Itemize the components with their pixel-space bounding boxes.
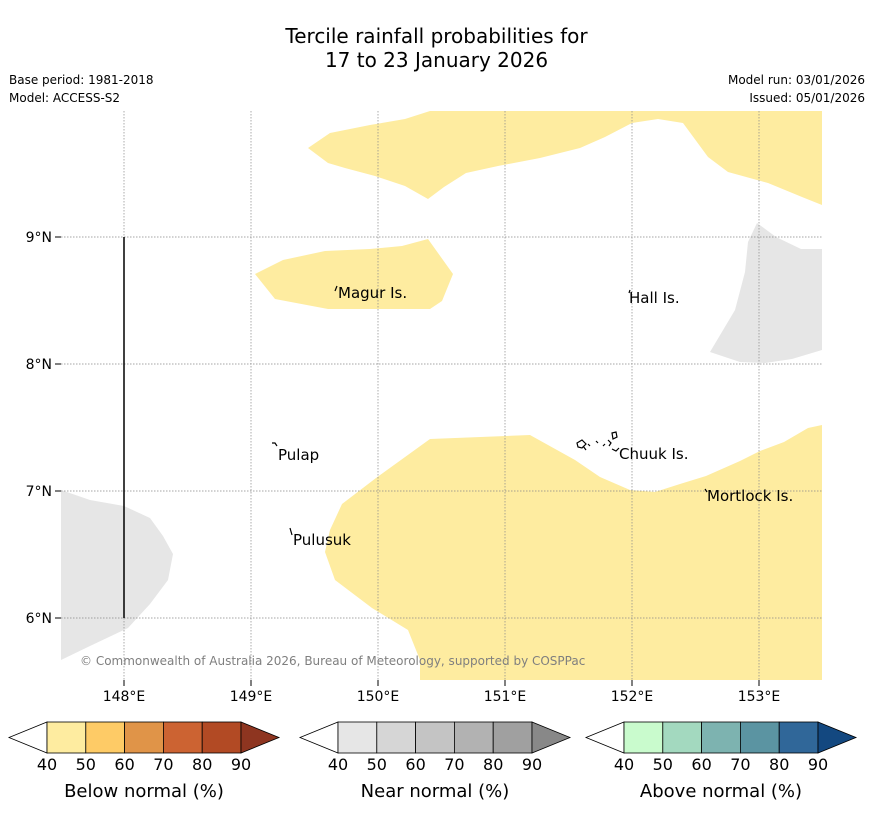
below-normal-region-north bbox=[308, 111, 822, 205]
colorbar-below-extend-low bbox=[7, 721, 48, 754]
place-mortlock: Mortlock Is. bbox=[707, 487, 793, 505]
place-pulusuk: Pulusuk bbox=[293, 531, 351, 549]
hall-island-shape bbox=[628, 289, 631, 294]
title-line-1: Tercile rainfall probabilities for bbox=[285, 24, 588, 48]
colorbar-above-segment bbox=[701, 721, 741, 754]
colorbar-near-extend-high bbox=[531, 721, 572, 754]
model-name: Model: ACCESS-S2 bbox=[9, 91, 121, 105]
colorbar-below-segment bbox=[201, 721, 242, 754]
near-normal-region-west bbox=[61, 490, 173, 660]
colorbar-near-segment bbox=[453, 721, 494, 754]
colorbar-below-segment bbox=[162, 721, 203, 754]
metadata-left: Base period: 1981-2018 Model: ACCESS-S2 bbox=[9, 71, 154, 107]
colorbar-near-extend-low bbox=[298, 721, 339, 754]
lon-label-153e: 153°E bbox=[738, 689, 781, 705]
colorbar-above-segment bbox=[623, 721, 664, 754]
colorbar-near-label: Near normal (%) bbox=[361, 781, 510, 802]
colorbar-near-segment bbox=[376, 721, 416, 754]
islands bbox=[272, 285, 708, 536]
colorbar-near-tick: 80 bbox=[483, 755, 503, 774]
below-normal-region-south bbox=[325, 425, 822, 680]
copyright-notice: © Commonwealth of Australia 2026, Bureau… bbox=[80, 654, 585, 668]
magur-island-shape bbox=[334, 285, 338, 292]
base-period: Base period: 1981-2018 bbox=[9, 73, 154, 87]
latitude-labels: 9°N 8°N 7°N 6°N bbox=[26, 230, 61, 627]
colorbar-near-tick: 40 bbox=[328, 755, 348, 774]
colorbar-near-tick: 50 bbox=[367, 755, 387, 774]
chuuk-lagoon-shape bbox=[576, 431, 620, 452]
place-labels: Magur Is. Hall Is. Pulap Chuuk Is. Mortl… bbox=[278, 284, 793, 549]
colorbar-above-tick: 50 bbox=[653, 755, 673, 774]
colorbar-below-segment bbox=[46, 721, 87, 754]
lat-label-6n: 6°N bbox=[26, 611, 52, 627]
page-title: Tercile rainfall probabilities for 17 to… bbox=[0, 24, 873, 72]
colorbar-below-label: Below normal (%) bbox=[64, 781, 224, 802]
lon-label-148e: 148°E bbox=[103, 689, 146, 705]
colorbar-below-tick: 60 bbox=[114, 755, 134, 774]
lat-label-8n: 8°N bbox=[26, 357, 52, 373]
colorbar-above-segment bbox=[778, 721, 819, 754]
lon-label-149e: 149°E bbox=[230, 689, 273, 705]
mortlock-island-shape bbox=[704, 488, 708, 493]
place-hall: Hall Is. bbox=[629, 289, 680, 307]
title-line-2: 17 to 23 January 2026 bbox=[324, 48, 549, 72]
colorbar-above-label: Above normal (%) bbox=[640, 781, 802, 802]
colorbar-below-extend-high bbox=[240, 721, 281, 754]
colorbar-near-segment bbox=[337, 721, 378, 754]
colorbar-near-tick: 60 bbox=[405, 755, 425, 774]
issued-date: Issued: 05/01/2026 bbox=[749, 91, 865, 105]
colorbar-above-tick: 60 bbox=[691, 755, 711, 774]
colorbar-below-tick: 90 bbox=[231, 755, 251, 774]
lat-label-9n: 9°N bbox=[26, 230, 52, 246]
colorbar-above-tick: 90 bbox=[808, 755, 828, 774]
colorbar-above-segment bbox=[740, 721, 780, 754]
lon-label-151e: 151°E bbox=[484, 689, 527, 705]
longitude-labels: 148°E 149°E 150°E 151°E 152°E 153°E bbox=[103, 680, 781, 705]
colorbar-below-tick: 70 bbox=[153, 755, 173, 774]
metadata-right: Model run: 03/01/2026 Issued: 05/01/2026 bbox=[728, 71, 865, 107]
below-normal-region-magur bbox=[255, 239, 453, 309]
place-chuuk: Chuuk Is. bbox=[619, 445, 688, 463]
colorbar-near: 40 50 60 70 80 90 Near normal (%) bbox=[298, 721, 572, 802]
colorbar-near-segment bbox=[415, 721, 455, 754]
colorbar-above-tick: 80 bbox=[769, 755, 789, 774]
colorbar-below-segment bbox=[124, 721, 164, 754]
colorbar-near-segment bbox=[492, 721, 533, 754]
colorbar-below-tick: 80 bbox=[192, 755, 212, 774]
lon-label-150e: 150°E bbox=[357, 689, 400, 705]
model-run: Model run: 03/01/2026 bbox=[727, 73, 865, 87]
pulusuk-island-shape bbox=[289, 527, 293, 536]
place-magur: Magur Is. bbox=[338, 284, 407, 302]
pulap-island-shape bbox=[272, 442, 278, 447]
colorbar-below-tick: 50 bbox=[76, 755, 96, 774]
colorbar-above-extend-high bbox=[817, 721, 858, 754]
colorbar-near-tick: 70 bbox=[444, 755, 464, 774]
place-pulap: Pulap bbox=[278, 446, 319, 464]
colorbar-above-tick: 70 bbox=[730, 755, 750, 774]
colorbar-near-tick: 90 bbox=[522, 755, 542, 774]
colorbar-below-segment bbox=[85, 721, 126, 754]
colorbar-above: 40 50 60 70 80 90 Above normal (%) bbox=[584, 721, 858, 802]
colorbar-below: 40 50 60 70 80 90 Below normal (%) bbox=[7, 721, 281, 802]
near-normal-region-east bbox=[710, 223, 822, 363]
lon-label-152e: 152°E bbox=[611, 689, 654, 705]
lat-label-7n: 7°N bbox=[26, 484, 52, 500]
colorbar-below-tick: 40 bbox=[37, 755, 57, 774]
colorbar-above-extend-low bbox=[584, 721, 625, 754]
colorbars: 40 50 60 70 80 90 Below normal (%) 40 50 60 70 80 90… bbox=[7, 721, 858, 802]
colorbar-above-segment bbox=[662, 721, 702, 754]
colorbar-above-tick: 40 bbox=[614, 755, 634, 774]
